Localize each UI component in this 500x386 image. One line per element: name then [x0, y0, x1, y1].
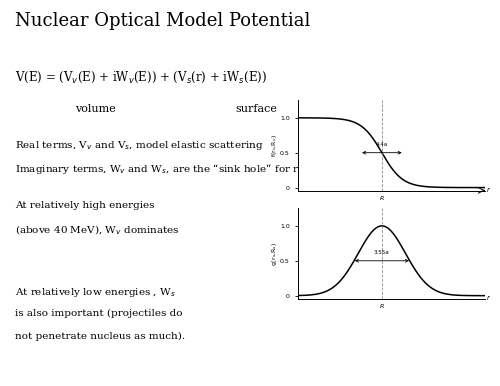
Text: r: r — [487, 295, 490, 301]
Text: (above 40 MeV), W$_v$ dominates: (above 40 MeV), W$_v$ dominates — [15, 224, 179, 237]
Text: R: R — [380, 196, 384, 201]
Text: Real terms, V$_v$ and V$_s$, model elastic scattering: Real terms, V$_v$ and V$_s$, model elast… — [15, 139, 264, 152]
Text: r: r — [487, 187, 490, 193]
Text: is also important (projectiles do: is also important (projectiles do — [15, 309, 182, 318]
Text: V(E) = (V$_v$(E) + iW$_v$(E)) + (V$_s$(r) + iW$_s$(E)): V(E) = (V$_v$(E) + iW$_v$(E)) + (V$_s$(r… — [15, 69, 267, 85]
Text: 3.55a: 3.55a — [374, 250, 390, 255]
Text: R: R — [380, 304, 384, 309]
Text: volume: volume — [75, 104, 116, 114]
Text: At relatively high energies: At relatively high energies — [15, 201, 154, 210]
Y-axis label: f(r$_v$,R$_v$): f(r$_v$,R$_v$) — [270, 134, 278, 157]
Text: 4.4a: 4.4a — [376, 142, 388, 147]
Y-axis label: g(r$_s$,R$_s$): g(r$_s$,R$_s$) — [270, 242, 278, 266]
Text: Nuclear Optical Model Potential: Nuclear Optical Model Potential — [15, 12, 310, 30]
Text: surface: surface — [235, 104, 277, 114]
Text: Imaginary terms, W$_v$ and W$_s$, are the “sink hole” for reactions: Imaginary terms, W$_v$ and W$_s$, are th… — [15, 162, 343, 176]
Text: At relatively low energies , W$_s$: At relatively low energies , W$_s$ — [15, 286, 176, 299]
Text: not penetrate nucleus as much).: not penetrate nucleus as much). — [15, 332, 185, 341]
